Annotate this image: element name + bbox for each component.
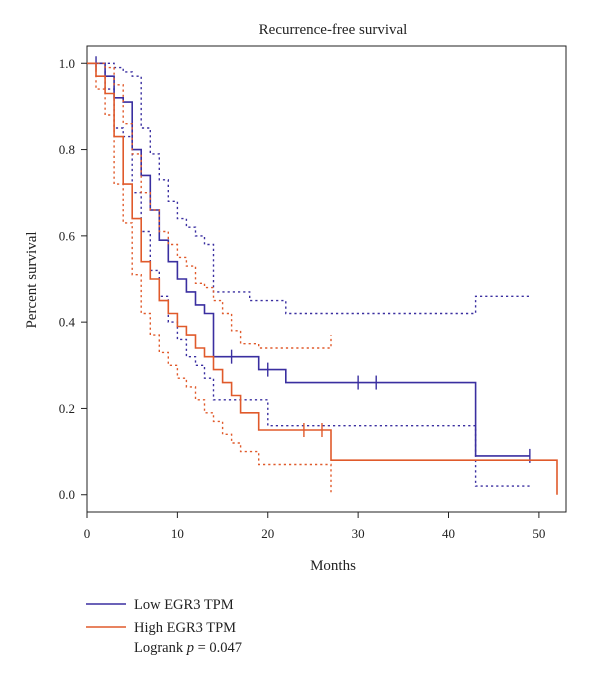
ci-upper-low [87,62,530,315]
y-axis: 0.0 0.2 0.4 0.6 0.8 1.0 [59,56,87,502]
legend-label-low: Low EGR3 TPM [134,597,234,613]
survival-curve-low [87,62,530,457]
ci-lower-high [87,62,332,495]
y-tick-label: 1.0 [59,56,75,71]
series-layer [87,56,558,495]
x-tick-label: 40 [442,526,455,541]
x-tick-label: 10 [171,526,184,541]
logrank-annotation: Logrank p = 0.047 [134,640,242,656]
plot-frame [86,45,567,513]
y-tick-label: 0.2 [59,401,75,416]
logrank-p: p [186,640,194,656]
y-tick-label: 0.8 [59,142,75,157]
series-low [87,56,531,487]
chart-title: Recurrence-free survival [259,22,408,38]
ci-lower-low [87,62,530,487]
y-tick-label: 0.4 [59,315,76,330]
legend: Low EGR3 TPM High EGR3 TPM Logrank p = 0… [86,597,242,656]
series-high [87,62,558,495]
plot-area [86,45,567,513]
logrank-prefix: Logrank [134,640,187,656]
x-tick-label: 20 [261,526,274,541]
survival-curve-high [87,62,558,495]
y-tick-label: 0.6 [59,228,76,243]
y-tick-label: 0.0 [59,487,75,502]
x-axis: 0 10 20 30 40 50 [84,512,545,541]
x-tick-label: 30 [352,526,365,541]
x-tick-label: 0 [84,526,91,541]
x-axis-label: Months [310,558,356,574]
legend-label-high: High EGR3 TPM [134,620,236,636]
logrank-value: = 0.047 [194,640,242,656]
y-axis-label: Percent survival [24,231,40,328]
ci-upper-high [87,62,332,349]
x-tick-label: 50 [532,526,545,541]
